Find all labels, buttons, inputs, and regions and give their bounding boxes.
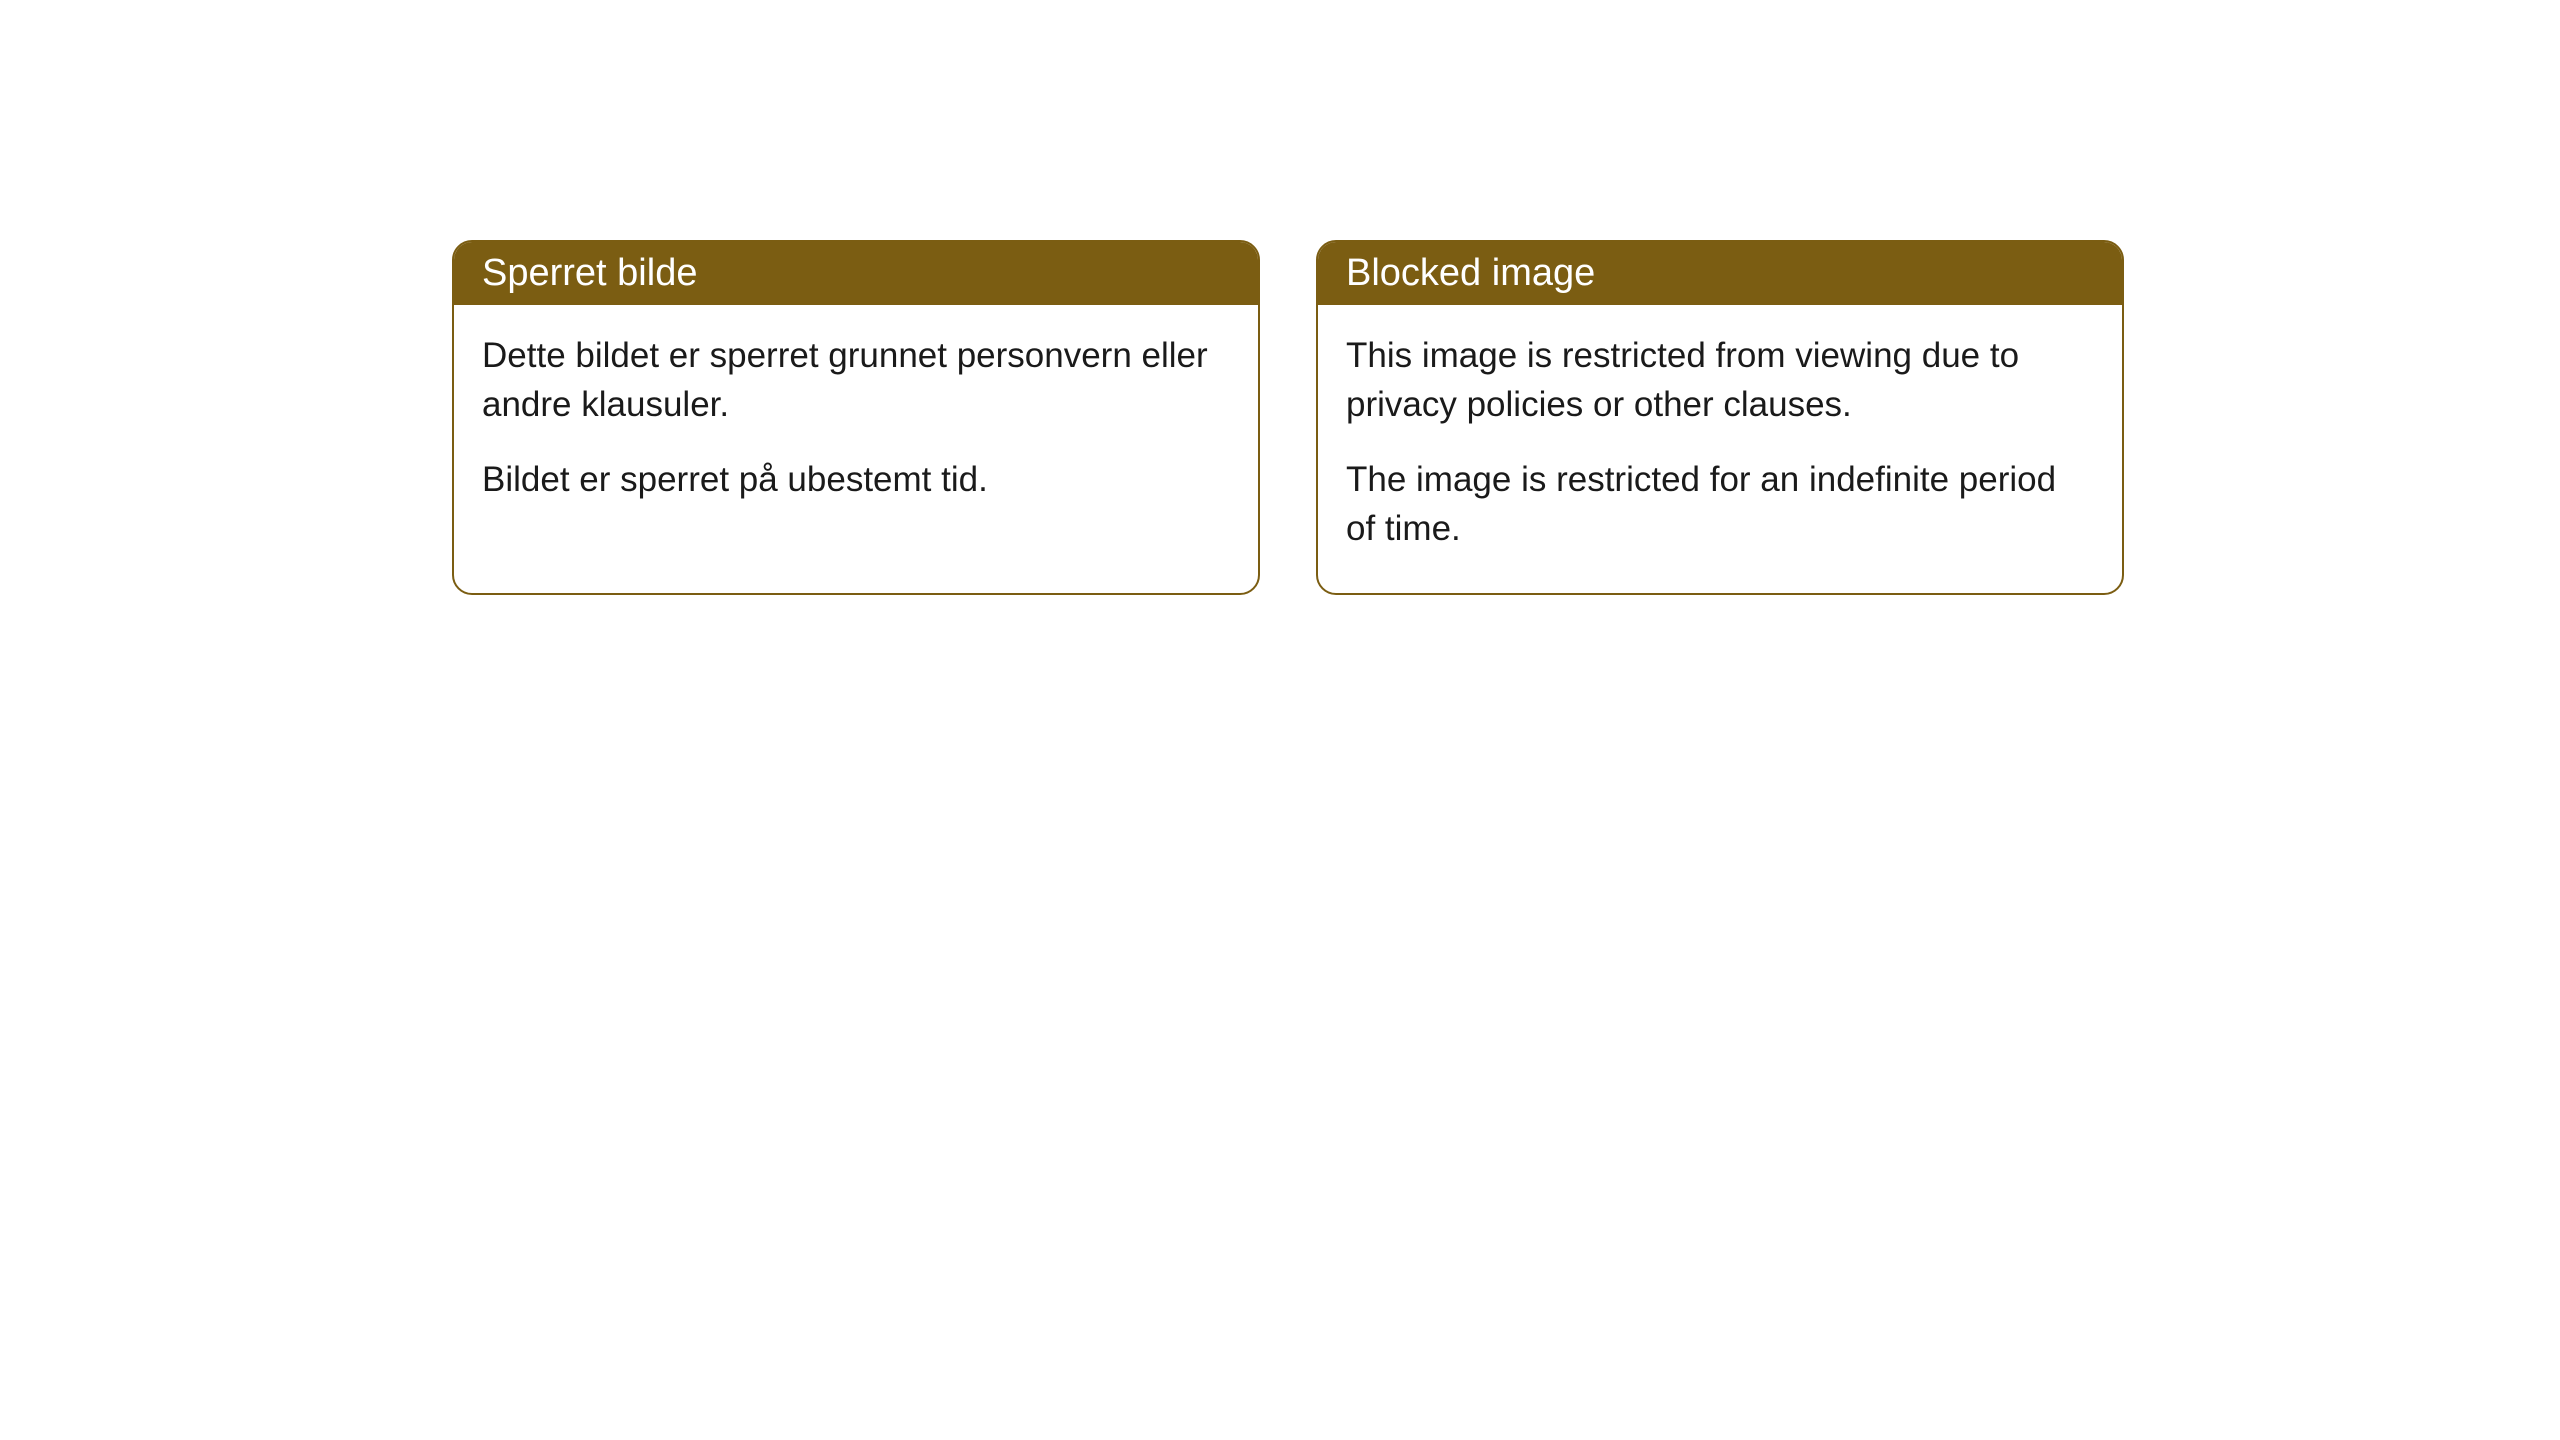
card-title: Blocked image (1346, 252, 1595, 294)
card-header: Sperret bilde (454, 242, 1258, 305)
card-body: This image is restricted from viewing du… (1318, 305, 2122, 593)
card-paragraph: This image is restricted from viewing du… (1346, 331, 2094, 429)
card-paragraph: Dette bildet er sperret grunnet personve… (482, 331, 1230, 429)
card-paragraph: Bildet er sperret på ubestemt tid. (482, 455, 1230, 504)
card-header: Blocked image (1318, 242, 2122, 305)
notice-card-container: Sperret bilde Dette bildet er sperret gr… (452, 240, 2124, 595)
card-body: Dette bildet er sperret grunnet personve… (454, 305, 1258, 544)
notice-card-english: Blocked image This image is restricted f… (1316, 240, 2124, 595)
notice-card-norwegian: Sperret bilde Dette bildet er sperret gr… (452, 240, 1260, 595)
card-paragraph: The image is restricted for an indefinit… (1346, 455, 2094, 553)
card-title: Sperret bilde (482, 252, 697, 294)
